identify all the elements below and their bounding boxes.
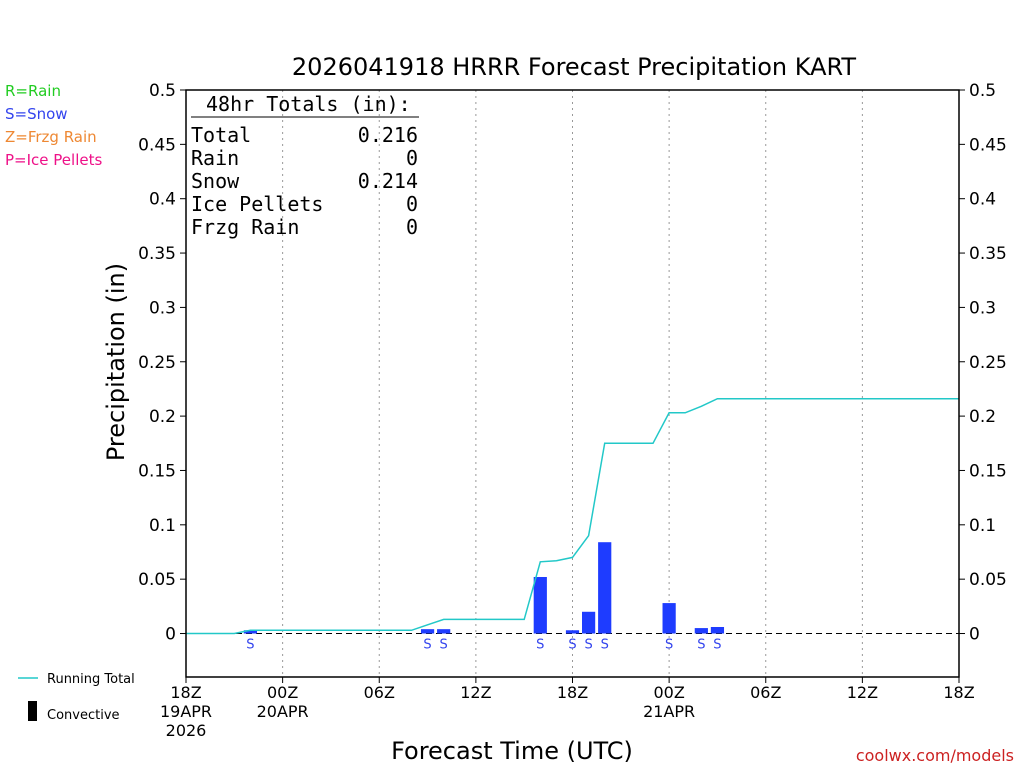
x-tick-label: 2026 bbox=[166, 721, 207, 740]
ptype-label: S bbox=[601, 638, 609, 653]
y-axis-left: 0 0.05 0.1 0.15 0.2 0.25 0.3 0.35 0.4 0.45 0.5 bbox=[138, 81, 186, 645]
y-tick-label-right: 0.35 bbox=[969, 244, 1007, 264]
precip-bar bbox=[694, 628, 708, 634]
totals-row-label: Rain bbox=[191, 146, 239, 170]
running-total-line bbox=[186, 397, 959, 635]
ptype-label: S bbox=[697, 638, 705, 653]
legend-bar-swatch bbox=[28, 701, 37, 721]
y-tick-label: 0.1 bbox=[149, 516, 176, 536]
y-tick-label: 0 bbox=[165, 625, 176, 645]
ptype-legend-entry: S=Snow bbox=[5, 105, 68, 123]
x-tick-label: 06Z bbox=[750, 683, 781, 702]
y-axis-label: Precipitation (in) bbox=[102, 263, 130, 461]
x-axis-label: Forecast Time (UTC) bbox=[391, 737, 633, 765]
precip-bar bbox=[565, 630, 580, 634]
x-tick-label: 12Z bbox=[847, 683, 878, 702]
precip-bar bbox=[420, 629, 435, 634]
y-tick-label-right: 0.05 bbox=[969, 570, 1007, 590]
y-tick-label: 0.3 bbox=[149, 298, 176, 318]
y-tick-label-right: 0 bbox=[969, 625, 980, 645]
chart-title: 2026041918 HRRR Forecast Precipitation K… bbox=[292, 53, 857, 81]
totals-row-value: 0 bbox=[406, 192, 418, 216]
totals-row-value: 0 bbox=[406, 215, 418, 239]
y-tick-label-right: 0.3 bbox=[969, 298, 996, 318]
ptype-label: S bbox=[584, 638, 592, 653]
totals-row-label: Snow bbox=[191, 169, 240, 193]
x-tick-label: 00Z bbox=[653, 683, 684, 702]
running-total-series bbox=[186, 397, 959, 635]
ptype-label: S bbox=[440, 638, 448, 653]
x-tick-label: 18Z bbox=[170, 683, 201, 702]
grid-lines bbox=[186, 90, 959, 677]
precip-bar bbox=[662, 603, 676, 634]
precip-bar bbox=[582, 611, 596, 634]
x-tick-label: 19APR bbox=[160, 702, 212, 721]
precip-bar bbox=[710, 626, 725, 634]
ptype-legend: R=Rain S=Snow Z=Frzg Rain P=Ice Pellets bbox=[5, 82, 102, 169]
ptype-label: S bbox=[568, 638, 576, 653]
x-tick-label: 21APR bbox=[643, 702, 695, 721]
y-tick-label: 0.35 bbox=[138, 244, 176, 264]
ptype-label: S bbox=[423, 638, 431, 653]
y-tick-label-right: 0.5 bbox=[969, 81, 996, 101]
totals-row-value: 0 bbox=[406, 146, 418, 170]
totals-rows: Total 0.216 Rain 0 Snow 0.214 Ice Pellets 0 Frzg… bbox=[191, 123, 418, 239]
y-tick-label-right: 0.15 bbox=[969, 461, 1007, 481]
bars bbox=[243, 542, 725, 634]
totals-row-value: 0.214 bbox=[358, 169, 418, 193]
totals-row-label: Total bbox=[191, 123, 251, 147]
totals-row-value: 0.216 bbox=[358, 123, 418, 147]
y-tick-label: 0.2 bbox=[149, 407, 176, 427]
y-axis-right: 0 0.05 0.1 0.15 0.2 0.25 0.3 0.35 0.4 0.45 0.5 bbox=[959, 81, 1007, 645]
precip-bar bbox=[598, 542, 612, 634]
y-tick-label: 0.4 bbox=[149, 190, 176, 210]
y-tick-label-right: 0.4 bbox=[969, 190, 996, 210]
totals-row-label: Frzg Rain bbox=[191, 215, 299, 239]
totals-box: 48hr Totals (in): Total 0.216 Rain 0 Snow 0.2… bbox=[191, 92, 419, 239]
x-tick-label: 18Z bbox=[557, 683, 588, 702]
y-tick-label: 0.45 bbox=[138, 135, 176, 155]
precip-bar bbox=[243, 630, 258, 634]
x-tick-label: 06Z bbox=[364, 683, 395, 702]
ptype-legend-entry: Z=Frzg Rain bbox=[5, 128, 97, 146]
y-tick-label-right: 0.25 bbox=[969, 353, 1007, 373]
totals-row-label: Ice Pellets bbox=[191, 192, 323, 216]
ptype-label: S bbox=[665, 638, 673, 653]
series-legend: Running Total Convective bbox=[18, 672, 135, 723]
y-tick-label-right: 0.45 bbox=[969, 135, 1007, 155]
x-tick-label: 20APR bbox=[257, 702, 309, 721]
ptype-label: S bbox=[713, 638, 721, 653]
credit-text: coolwx.com/models bbox=[856, 746, 1014, 765]
x-tick-label: 18Z bbox=[943, 683, 974, 702]
ptype-label: S bbox=[246, 638, 254, 653]
y-tick-label: 0.25 bbox=[138, 353, 176, 373]
ptype-label: S bbox=[536, 638, 544, 653]
y-tick-label: 0.05 bbox=[138, 570, 176, 590]
precip-bar bbox=[437, 629, 451, 634]
ptype-legend-entry: P=Ice Pellets bbox=[5, 151, 102, 169]
legend-label: Running Total bbox=[47, 672, 135, 687]
y-tick-label: 0.15 bbox=[138, 461, 176, 481]
x-tick-label: 00Z bbox=[267, 683, 298, 702]
y-tick-label: 0.5 bbox=[149, 81, 176, 101]
legend-label: Convective bbox=[47, 708, 120, 723]
y-tick-label-right: 0.2 bbox=[969, 407, 996, 427]
ptype-legend-entry: R=Rain bbox=[5, 82, 61, 100]
totals-header: 48hr Totals (in): bbox=[206, 92, 411, 116]
precip-bar bbox=[533, 576, 547, 634]
x-tick-label: 12Z bbox=[460, 683, 491, 702]
y-tick-label-right: 0.1 bbox=[969, 516, 996, 536]
